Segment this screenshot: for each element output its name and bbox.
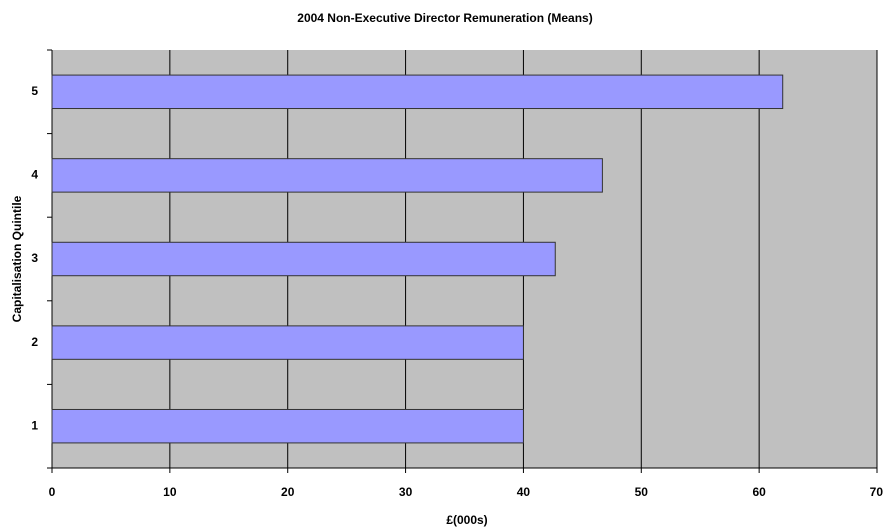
y-tick-label: 4 [31, 168, 38, 182]
x-tick-label: 50 [635, 485, 649, 499]
x-tick-label: 0 [49, 485, 56, 499]
y-axis-label: Capitalisation Quintile [10, 195, 24, 322]
x-tick-label: 10 [163, 485, 177, 499]
x-tick-label: 40 [517, 485, 531, 499]
y-tick-label: 1 [31, 418, 38, 432]
x-tick-label: 70 [870, 485, 883, 499]
y-tick-label: 2 [31, 335, 38, 349]
bar [51, 408, 524, 444]
x-tick-label: 20 [281, 485, 295, 499]
x-axis-label: £(000s) [446, 513, 487, 527]
y-tick-label: 5 [31, 84, 38, 98]
bar [51, 158, 603, 193]
y-tick-label: 3 [31, 251, 38, 265]
bar [51, 241, 556, 277]
bar [51, 74, 784, 110]
chart-title: 2004 Non-Executive Director Remuneration… [297, 11, 592, 25]
bar [51, 325, 524, 360]
x-tick-label: 60 [752, 485, 766, 499]
x-tick-label: 30 [399, 485, 413, 499]
